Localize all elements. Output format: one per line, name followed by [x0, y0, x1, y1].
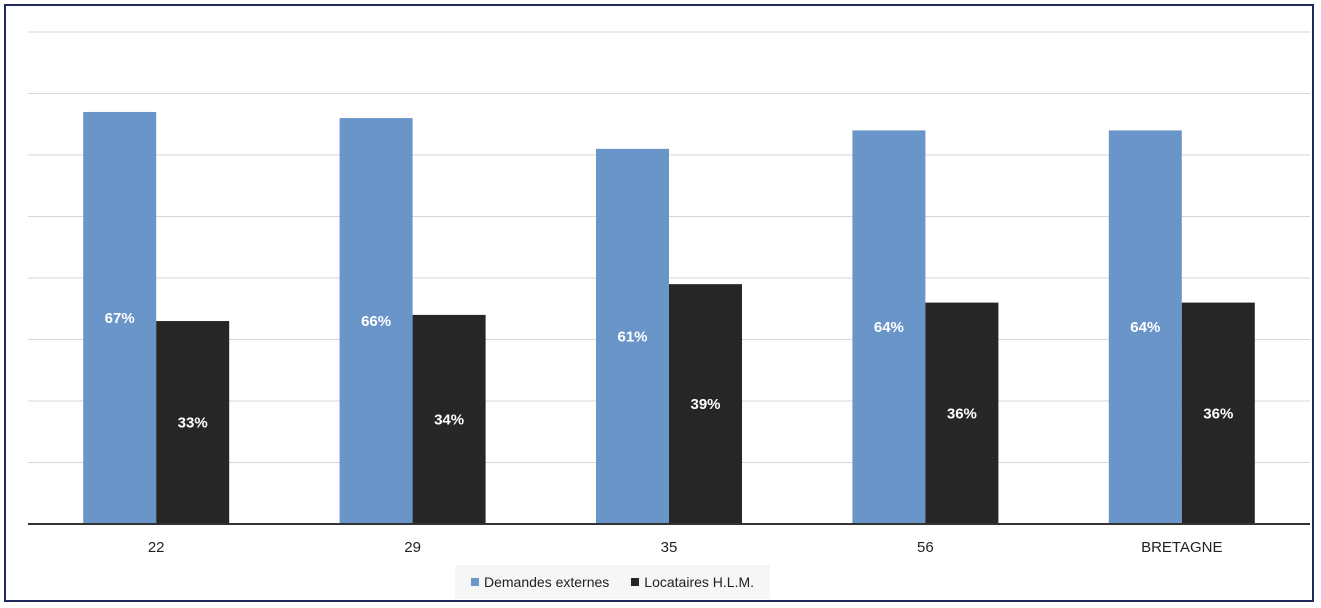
x-tick-label-bretagne: BRETAGNE [1141, 539, 1222, 556]
legend-label-demandes-externes: Demandes externes [484, 574, 610, 590]
legend-label-locataires-hlm: Locataires H.L.M. [644, 574, 755, 590]
bar-locataires-hlm-bretagne [1181, 302, 1255, 524]
bar-demandes-externes-35 [596, 148, 669, 524]
legend-item-demandes-externes: Demandes externes [471, 574, 609, 590]
data-label-locataires-hlm-29: 34% [434, 411, 464, 428]
data-label-locataires-hlm-56: 36% [947, 405, 977, 422]
data-label-demandes-externes-bretagne: 64% [1130, 319, 1160, 336]
data-label-demandes-externes-35: 61% [617, 328, 647, 345]
bar-demandes-externes-22 [83, 111, 157, 524]
legend-swatch-locataires-hlm [631, 578, 640, 586]
legend-swatch-demandes-externes [471, 578, 479, 586]
x-axis-ticks: 22 29 35 56 BRETAGNE [148, 539, 1223, 556]
data-label-demandes-externes-56: 64% [874, 319, 904, 336]
data-label-locataires-hlm-bretagne: 36% [1203, 405, 1233, 422]
bar-locataires-hlm-29 [412, 314, 486, 524]
bar-locataires-hlm-56 [925, 302, 999, 524]
data-label-locataires-hlm-35: 39% [690, 396, 720, 413]
data-label-demandes-externes-29: 66% [361, 313, 391, 330]
x-tick-label-22: 22 [148, 539, 165, 556]
data-label-demandes-externes-22: 67% [105, 310, 135, 327]
bar-demandes-externes-bretagne [1108, 130, 1182, 524]
legend-item-locataires-hlm: Locataires H.L.M. [631, 574, 754, 590]
data-label-locataires-hlm-22: 33% [178, 415, 208, 432]
x-tick-label-35: 35 [661, 539, 678, 556]
bars [83, 111, 1255, 524]
bar-demandes-externes-29 [339, 118, 413, 524]
bar-demandes-externes-56 [852, 130, 926, 524]
data-labels: 67% 33% 66% 34% 61% 39% 64% 36% 64% 36% [105, 310, 1234, 432]
x-tick-label-56: 56 [917, 539, 934, 556]
x-tick-label-29: 29 [404, 539, 421, 556]
bar-locataires-hlm-22 [156, 321, 230, 524]
legend: Demandes externes Locataires H.L.M. [455, 565, 771, 599]
bar-locataires-hlm-35 [669, 284, 742, 524]
